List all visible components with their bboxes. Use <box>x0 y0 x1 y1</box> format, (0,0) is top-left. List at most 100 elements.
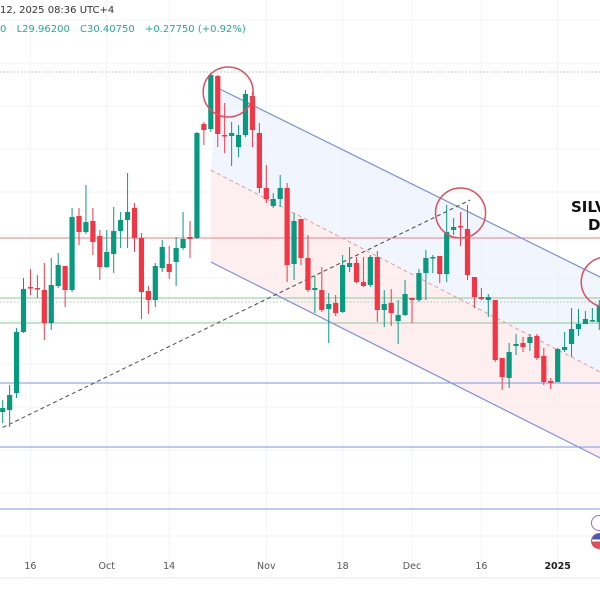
candle-down <box>305 258 311 290</box>
candle-up <box>7 395 13 410</box>
candle-down <box>41 290 47 323</box>
candle-down <box>187 237 193 239</box>
candle-up <box>596 305 600 322</box>
candle-down <box>478 297 484 299</box>
time-axis-label: 16 <box>24 561 37 572</box>
candle-up <box>340 265 346 312</box>
candle-up <box>111 231 117 254</box>
annotation-symbol: SILV <box>571 198 600 216</box>
candle-up <box>568 329 575 344</box>
candle-down <box>256 133 262 188</box>
candle-down <box>284 188 290 265</box>
candle-up <box>291 221 297 264</box>
time-axis-label: 16 <box>475 561 488 572</box>
candle-up <box>582 319 589 324</box>
candle-up <box>555 349 561 382</box>
candle-down <box>534 336 540 358</box>
candle-up <box>235 135 242 147</box>
candle-up <box>527 337 533 343</box>
candle-up <box>55 265 61 286</box>
candle-down <box>34 288 40 290</box>
candle-up <box>589 320 595 322</box>
candle-down <box>319 290 325 310</box>
event-icon[interactable] <box>591 515 600 531</box>
candle-up <box>83 222 89 232</box>
candle-down <box>263 188 269 199</box>
close-value: C30.40750 <box>80 24 135 35</box>
candle-up <box>451 227 457 230</box>
candle-down <box>222 135 228 137</box>
candle-up <box>20 289 27 332</box>
candle-down <box>333 303 339 313</box>
candle-down <box>166 264 172 272</box>
candle-up <box>159 247 165 268</box>
us-flag-icon[interactable] <box>591 533 600 549</box>
candle-up <box>506 352 512 378</box>
candle-down <box>138 238 145 292</box>
change-value: +0.27750 (+0.92%) <box>144 24 246 35</box>
candle-up <box>381 304 387 310</box>
candle-down <box>388 303 394 313</box>
candle-down <box>76 216 82 232</box>
time-axis-label: 2025 <box>544 561 571 572</box>
candle-down <box>437 256 443 274</box>
open-fragment: 0 <box>0 24 7 35</box>
time-axis-label: Dec <box>402 561 422 572</box>
candle-up <box>485 297 491 300</box>
candle-up <box>402 294 408 315</box>
candle-up <box>277 188 283 199</box>
candle-up <box>242 94 249 135</box>
candle-up <box>194 133 200 238</box>
candle-down <box>131 208 138 238</box>
candle-down <box>215 76 221 134</box>
candle-up <box>0 408 6 412</box>
candle-down <box>548 381 554 383</box>
candle-up <box>229 133 235 136</box>
candle-up <box>326 304 332 309</box>
candle-up <box>575 324 582 329</box>
candle-down <box>374 257 380 310</box>
header-datetime: 12, 2025 08:36 UTC+4 <box>0 5 115 16</box>
candle-down <box>298 219 304 258</box>
candle-up <box>513 344 519 346</box>
candle-down <box>201 124 207 130</box>
ohlc-readout: 0 L29.96200 C30.40750 +0.27750 (+0.92%) <box>0 24 253 35</box>
candle-up <box>208 75 214 129</box>
candle-up <box>444 232 450 274</box>
candle-down <box>97 236 103 267</box>
candle-down <box>492 300 498 360</box>
candle-up <box>430 257 436 259</box>
channel-upper-fill <box>210 88 600 372</box>
time-axis-label: 14 <box>163 561 176 572</box>
candle-up <box>124 212 131 220</box>
candle-up <box>562 347 568 350</box>
candle-up <box>423 258 429 273</box>
candle-down <box>62 266 68 290</box>
dashed-trendline <box>2 199 471 428</box>
candle-up <box>152 266 158 300</box>
channel-upper-line <box>217 87 600 278</box>
candle-down <box>249 96 256 130</box>
candle-down <box>409 298 415 300</box>
candle-up <box>48 285 54 323</box>
candle-up <box>312 288 318 290</box>
candle-up <box>13 332 20 393</box>
candle-down <box>471 277 478 297</box>
candle-down <box>464 229 471 275</box>
candle-up <box>367 257 373 285</box>
highlight-circle <box>202 66 254 118</box>
candle-up <box>180 239 186 248</box>
candle-up <box>270 199 276 206</box>
candle-up <box>173 248 179 262</box>
candle-down <box>90 221 96 242</box>
candle-up <box>346 263 353 267</box>
candle-up <box>104 252 110 267</box>
candle-down <box>353 263 360 282</box>
time-axis-label: Oct <box>98 561 115 572</box>
highlight-circle <box>434 187 487 239</box>
candle-down <box>520 343 526 347</box>
candle-up <box>416 273 422 300</box>
time-axis-label: Nov <box>257 561 276 572</box>
time-axis-label: 18 <box>336 561 349 572</box>
